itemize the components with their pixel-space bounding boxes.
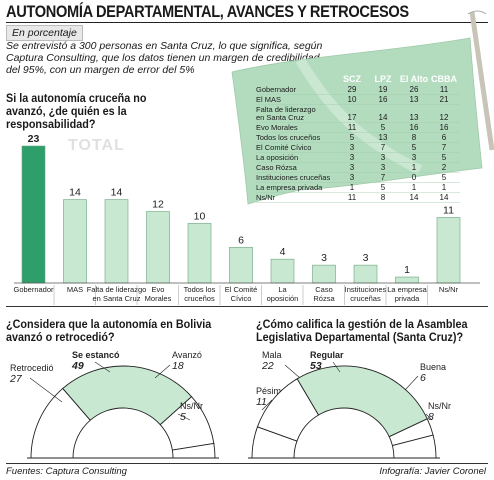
bar-value-label: 14 [69, 187, 81, 199]
slice-value: 27 [9, 373, 23, 385]
x-tick-label: cruceñas [350, 294, 381, 303]
x-tick-label: MAS [67, 285, 83, 294]
bar-value-label: 11 [443, 204, 454, 216]
slice-value: 53 [310, 360, 322, 372]
slice-value: 5 [180, 411, 186, 423]
bar-value-label: 23 [28, 133, 40, 145]
x-tick-label: privada [395, 294, 420, 303]
bar-chart-title: Si la autonomía cruceña no avanzó, ¿de q… [6, 91, 147, 131]
x-tick-label: La empresa [387, 285, 427, 294]
footer-credit: Infografía: Javier Coronel [379, 466, 486, 477]
x-tick-label: Cívico [231, 294, 252, 303]
footer-divider [6, 463, 488, 464]
title-divider [6, 22, 488, 23]
slice-label: Buena [420, 362, 446, 372]
leader-line [154, 364, 171, 379]
slice-label: Ns/Nr [180, 401, 203, 411]
chart-watermark: TOTAL [68, 137, 125, 154]
x-tick-label: Rózsa [313, 294, 335, 303]
x-tick-label: Evo [152, 285, 165, 294]
bar-value-label: 3 [363, 252, 369, 264]
slice-value: 6 [420, 372, 426, 384]
x-tick-label: Morales [145, 294, 172, 303]
page-title: AUTONOMÍA DEPARTAMENTAL, AVANCES Y RETRO… [6, 2, 409, 21]
slice-value: 22 [261, 360, 274, 372]
slice-label: Ns/Nr [428, 401, 451, 411]
x-tick-label: Gobernador [13, 285, 54, 294]
x-tick-label: Ns/Nr [439, 285, 459, 294]
x-tick-label: Todos los [184, 285, 216, 294]
leader-line [404, 375, 419, 391]
leader-line [332, 361, 341, 373]
x-tick-label: Instituciones [345, 285, 387, 294]
bar-value-label: 3 [321, 252, 327, 264]
units-badge: En porcentaje [6, 25, 83, 41]
leader-line [284, 364, 301, 379]
leader-line [29, 377, 63, 403]
bar-value-label: 1 [404, 264, 410, 276]
pie-chart-2-title: ¿Cómo califica la gestión de la Asamblea… [256, 317, 468, 344]
slice-label: Avanzó [172, 350, 202, 360]
leader-line [94, 361, 111, 373]
slice-label: Retrocedió [10, 363, 54, 373]
bar-value-label: 10 [194, 210, 206, 222]
x-tick-label: Caso [315, 285, 333, 294]
footer-source: Fuentes: Captura Consulting [6, 466, 127, 477]
slice-label: Mala [262, 350, 282, 360]
slice-value: 18 [172, 360, 184, 372]
slice-label: Regular [310, 350, 344, 360]
bar-value-label: 12 [152, 199, 164, 211]
bar-value-label: 4 [280, 246, 286, 258]
slice-label: Se estancó [72, 350, 120, 360]
x-tick-label: oposición [267, 294, 299, 303]
leader-line [261, 399, 273, 411]
bar-value-label: 14 [111, 187, 123, 199]
slice-value: 8 [428, 411, 434, 423]
x-tick-label: La [278, 285, 287, 294]
pie-chart-1-title: ¿Considera que la autonomía en Bolivia a… [6, 317, 212, 344]
slice-label: Pésima [256, 386, 286, 396]
leader-line [177, 413, 191, 421]
slice-value: 11 [256, 396, 267, 408]
slice-value: 49 [71, 360, 84, 372]
x-tick-label: cruceños [184, 294, 215, 303]
x-tick-label: en Santa Cruz [93, 294, 141, 303]
hemicycle-slice [296, 365, 428, 438]
x-tick-label: El Comité [225, 285, 258, 294]
leader-line [425, 413, 433, 421]
bar-value-label: 6 [238, 234, 244, 246]
x-tick-label: Falta de liderazgo [87, 285, 147, 294]
section-divider [6, 306, 488, 307]
